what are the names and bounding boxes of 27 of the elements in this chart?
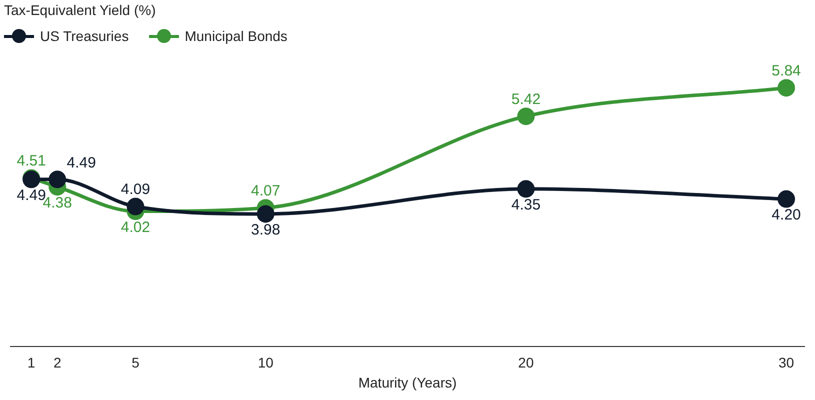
point	[778, 190, 796, 208]
x-tick-label: 30	[778, 354, 794, 371]
point	[256, 205, 274, 223]
data-label: 4.20	[772, 206, 801, 224]
x-tick-label: 20	[518, 354, 534, 371]
data-label: 5.42	[511, 90, 541, 108]
data-label: 5.84	[772, 62, 801, 80]
x-tick-label: 10	[258, 354, 274, 371]
data-label: 4.35	[511, 196, 541, 214]
x-tick-label: 5	[132, 354, 140, 371]
x-axis-title: Maturity (Years)	[358, 374, 457, 390]
x-tick-label: 2	[53, 354, 62, 371]
data-label: 4.02	[120, 218, 150, 236]
y-axis-title: Tax-Equivalent Yield (%)	[4, 2, 156, 18]
data-label: 3.98	[251, 222, 280, 239]
point	[778, 79, 796, 97]
x-tick-label: 1	[27, 354, 36, 371]
data-label: 4.09	[120, 181, 150, 198]
legend-label: US Treasuries	[40, 28, 129, 44]
point	[517, 180, 535, 198]
point	[517, 108, 535, 126]
point	[126, 198, 144, 216]
point	[48, 170, 66, 188]
data-label: 4.49	[66, 154, 96, 172]
data-label: 4.07	[251, 182, 280, 200]
data-label: 4.51	[16, 152, 46, 170]
legend-label: Municipal Bonds	[184, 28, 288, 44]
